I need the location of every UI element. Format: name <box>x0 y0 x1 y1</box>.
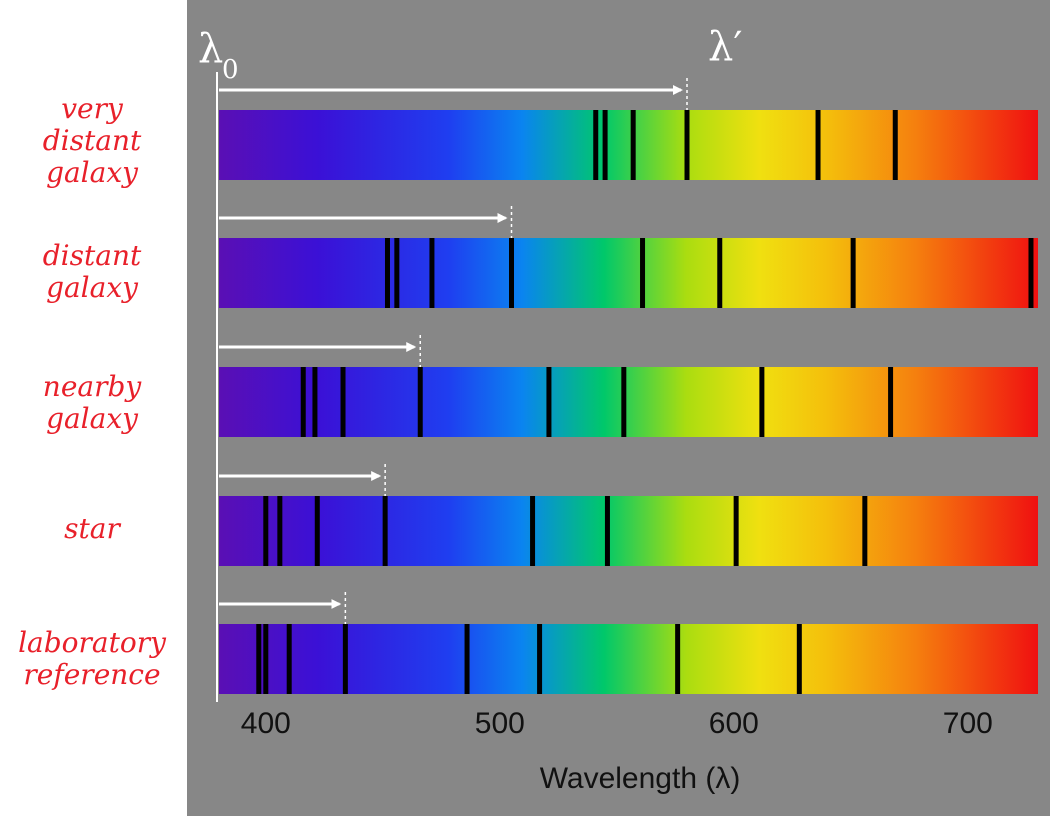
x-axis-label: Wavelength (λ) <box>540 762 741 795</box>
absorption-line <box>640 238 646 308</box>
absorption-line <box>340 367 346 437</box>
absorption-line <box>815 110 821 180</box>
absorption-line <box>263 496 269 566</box>
lambda0-subscript: 0 <box>222 55 239 85</box>
absorption-line <box>850 238 856 308</box>
spectrum-label-line: very <box>61 92 124 125</box>
absorption-line <box>602 110 608 180</box>
spectrum-label-line: star <box>64 512 121 545</box>
x-tick-label: 600 <box>709 707 759 740</box>
spectrum-label-line: nearby <box>43 370 143 403</box>
absorption-line <box>382 496 388 566</box>
spectrum-label-line: distant <box>43 124 142 157</box>
spectrum-bar <box>219 496 1038 566</box>
spectrum-bar <box>219 367 1038 437</box>
absorption-line <box>286 624 292 694</box>
spectrum-label-line: laboratory <box>18 626 167 659</box>
absorption-line <box>888 367 894 437</box>
absorption-line <box>604 496 610 566</box>
lambda-prime-label: λ′ <box>708 24 742 70</box>
absorption-line <box>892 110 898 180</box>
spectrum-label-line: galaxy <box>46 156 139 189</box>
axis-ticks: 400 500 600 700 <box>241 707 993 740</box>
absorption-line <box>394 238 400 308</box>
absorption-line <box>277 496 283 566</box>
absorption-line <box>630 110 636 180</box>
absorption-line <box>263 624 269 694</box>
absorption-line <box>256 624 262 694</box>
spectrum-bar <box>219 110 1038 180</box>
absorption-line <box>342 624 348 694</box>
absorption-line <box>509 238 514 308</box>
lambda0-symbol: λ <box>198 26 223 72</box>
absorption-line <box>1028 238 1034 308</box>
absorption-line <box>384 238 390 308</box>
spectra-rows: verydistantgalaxydistantgalaxynearbygala… <box>18 78 1038 694</box>
absorption-line <box>314 496 320 566</box>
spectrum-label-line: galaxy <box>46 402 139 435</box>
spectrum-bar <box>219 238 1038 308</box>
spectrum-bar <box>219 624 1038 694</box>
spectrum-label-line: galaxy <box>46 271 139 304</box>
absorption-line <box>684 110 690 180</box>
x-tick-label: 400 <box>241 707 291 740</box>
absorption-line <box>862 496 868 566</box>
absorption-line <box>621 367 627 437</box>
absorption-line <box>530 496 536 566</box>
absorption-line <box>675 624 681 694</box>
absorption-line <box>537 624 543 694</box>
absorption-line <box>593 110 599 180</box>
spectrum-label-line: reference <box>23 658 160 691</box>
absorption-line <box>312 367 318 437</box>
absorption-line <box>429 238 435 308</box>
lambda0-label: λ 0 <box>198 26 239 85</box>
absorption-line <box>717 238 723 308</box>
absorption-line <box>546 367 552 437</box>
spectrum-row: star <box>64 464 1038 566</box>
absorption-line <box>464 624 470 694</box>
absorption-line <box>300 367 306 437</box>
x-tick-label: 700 <box>943 707 993 740</box>
absorption-line <box>759 367 765 437</box>
absorption-line <box>796 624 802 694</box>
spectrum-label-line: distant <box>43 239 142 272</box>
absorption-line <box>733 496 739 566</box>
absorption-line <box>417 367 423 437</box>
x-tick-label: 500 <box>475 707 525 740</box>
